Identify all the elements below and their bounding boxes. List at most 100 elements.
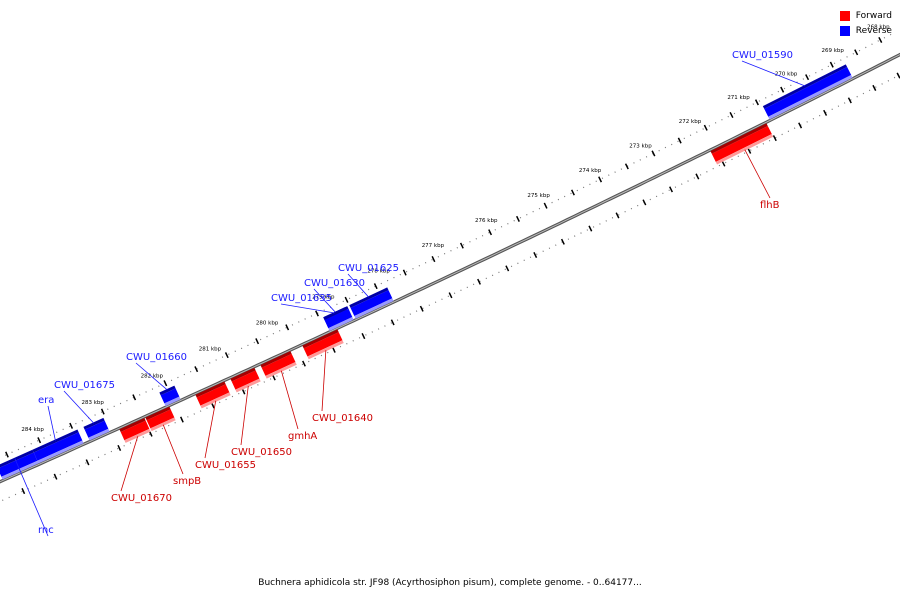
gene-body — [160, 388, 180, 404]
gene-top-face — [710, 123, 768, 154]
tick-label: 282 kbp — [141, 373, 164, 379]
tick-label: 272 kbp — [679, 119, 702, 125]
genome-backbone — [0, 52, 900, 484]
gene-connector — [240, 385, 249, 446]
ruler-tick — [431, 256, 436, 263]
ruler-tick — [361, 333, 366, 340]
gene-label[interactable]: CWU_01655 — [195, 460, 256, 471]
gene-flhB[interactable]: flhB — [710, 123, 780, 211]
ruler-tick — [390, 319, 395, 326]
gene-top-face — [302, 329, 339, 349]
ruler-tick — [878, 36, 883, 43]
map-caption: Buchnera aphidicola str. JF98 (Acyrthosi… — [258, 578, 642, 588]
ruler-tick — [560, 238, 565, 245]
ruler-tick — [847, 97, 852, 104]
gene-era[interactable]: era — [32, 395, 84, 464]
tick-label: 277 kbp — [422, 243, 445, 249]
tick-label: 279 kbp — [312, 294, 335, 300]
ruler-tick — [642, 199, 647, 206]
ruler-tick — [588, 225, 593, 232]
gene-connector — [162, 424, 184, 475]
tick-label: 275 kbp — [527, 193, 550, 199]
gene-connector — [120, 436, 139, 492]
gene-body — [324, 309, 351, 329]
gene-bottom-face — [715, 134, 774, 165]
ruler-tick — [255, 338, 260, 345]
ruler-tick — [194, 366, 199, 373]
gene-CWU_01590[interactable]: CWU_01590 — [732, 50, 853, 120]
ruler-tick — [615, 212, 620, 219]
ruler-tick — [241, 388, 246, 395]
gene-CWU_01655[interactable]: CWU_01655 — [195, 381, 256, 471]
gene-rnc[interactable]: rnc — [0, 449, 54, 537]
gene-CWU_01635[interactable]: CWU_01635 — [271, 293, 352, 331]
ruler-tick — [543, 202, 548, 209]
gene-CWU_01640[interactable]: CWU_01640 — [302, 329, 373, 424]
tick-label: 284 kbp — [21, 427, 44, 433]
gene-label[interactable]: rnc — [38, 525, 54, 536]
gene-label[interactable]: smpB — [173, 476, 201, 487]
gene-label[interactable]: CWU_01640 — [312, 413, 373, 424]
ruler-tick — [516, 215, 520, 222]
strand-legend: Forward Reverse — [839, 8, 892, 38]
gene-connector — [280, 303, 335, 314]
ruler-tick — [163, 380, 168, 387]
gene-connector — [135, 362, 168, 391]
gene-body — [350, 290, 393, 317]
gene-connector — [741, 60, 806, 87]
gene-bottom-face — [768, 75, 853, 120]
ruler-tick — [854, 49, 859, 56]
ruler-tick — [533, 251, 538, 259]
gene-CWU_01660[interactable]: CWU_01660 — [126, 352, 187, 407]
ruler-tick — [53, 473, 58, 480]
ruler-tick — [69, 422, 74, 429]
gene-label[interactable]: CWU_01670 — [111, 493, 172, 504]
ruler-tick — [5, 451, 9, 458]
gene-bottom-face — [88, 428, 110, 441]
tick-label: 268 kbp — [867, 25, 890, 31]
gene-label[interactable]: CWU_01675 — [54, 380, 115, 391]
ruler-tick — [677, 137, 682, 144]
gene-body — [84, 420, 109, 438]
tick-label: 274 kbp — [579, 168, 602, 174]
gene-CWU_01625[interactable]: CWU_01625 — [338, 263, 399, 319]
gene-CWU_01675[interactable]: CWU_01675 — [54, 380, 115, 441]
gene-label[interactable]: gmhA — [288, 431, 317, 442]
ruler-tick — [754, 99, 759, 106]
gene-connector — [313, 288, 336, 313]
gene-label[interactable]: CWU_01650 — [231, 447, 292, 458]
tick-label: 271 kbp — [727, 95, 750, 101]
gene-label[interactable]: CWU_01660 — [126, 352, 187, 363]
gene-label[interactable]: CWU_01635 — [271, 293, 332, 304]
ruler-tick — [896, 72, 900, 79]
ruler-tick — [505, 265, 510, 272]
gene-CWU_01670[interactable]: CWU_01670 — [111, 417, 172, 504]
gene-CWU_01650[interactable]: CWU_01650 — [230, 367, 292, 458]
gene-body — [764, 66, 852, 117]
ruler-tick — [729, 111, 734, 119]
gene-body — [261, 353, 296, 376]
tick-label: 276 kbp — [475, 218, 498, 224]
gene-top-face — [230, 367, 256, 382]
gene-top-face — [762, 64, 848, 109]
gene-smpB[interactable]: smpB — [145, 406, 201, 487]
tick-label: 269 kbp — [822, 48, 845, 54]
gene-gmhA[interactable]: gmhA — [260, 351, 317, 442]
gene-label[interactable]: era — [38, 395, 54, 406]
gene-body — [120, 420, 150, 441]
gene-body — [0, 452, 38, 477]
gene-label[interactable]: CWU_01590 — [732, 50, 793, 61]
gene-body — [231, 370, 260, 390]
ruler-tick — [402, 269, 407, 276]
legend-forward: Forward — [839, 8, 892, 23]
gene-label[interactable]: CWU_01630 — [304, 278, 365, 289]
ruler-tick — [448, 292, 453, 299]
gene-bottom-face — [307, 340, 344, 360]
tick-label: 280 kbp — [256, 320, 279, 326]
ruler-tick — [459, 242, 464, 249]
ruler-tick — [315, 310, 319, 317]
gene-label[interactable]: CWU_01625 — [338, 263, 399, 274]
gene-bottom-face — [150, 417, 176, 432]
gene-label[interactable]: flhB — [760, 200, 780, 211]
ruler-tick — [721, 160, 726, 167]
